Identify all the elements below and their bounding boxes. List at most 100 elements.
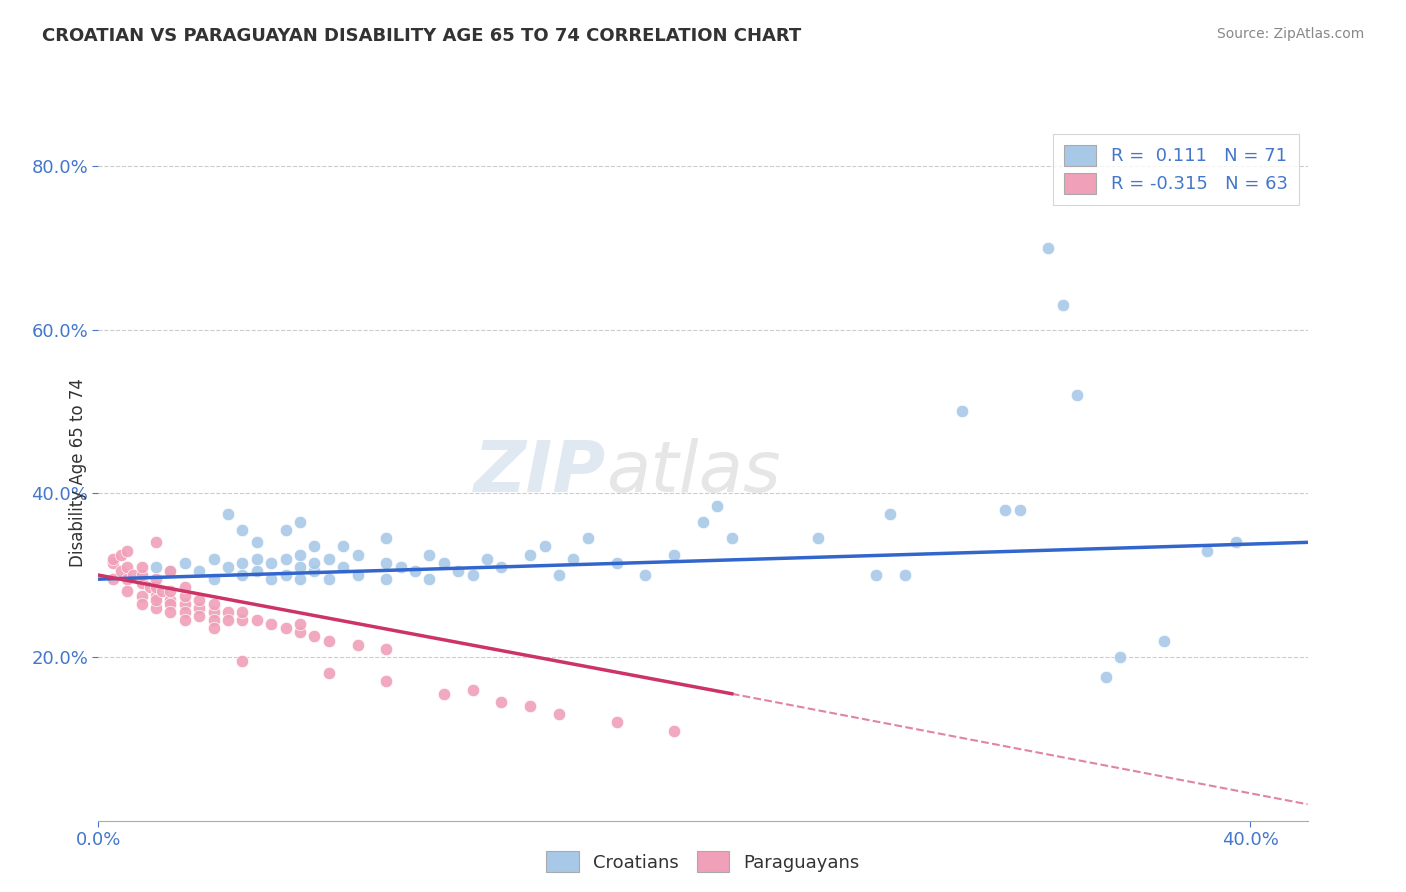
Point [246,564,269,578]
Point [332,540,354,554]
Point [375,531,398,545]
Text: CROATIAN VS PARAGUAYAN DISABILITY AGE 65 TO 74 CORRELATION CHART: CROATIAN VS PARAGUAYAN DISABILITY AGE 65… [42,27,801,45]
Text: Source: ZipAtlas.com: Source: ZipAtlas.com [1216,27,1364,41]
Point [548,568,571,582]
Point [115,543,138,558]
Point [288,625,311,640]
Point [274,621,297,635]
Point [1038,241,1060,255]
Point [202,572,225,586]
Point [304,564,326,578]
Point [562,551,585,566]
Point [202,621,225,635]
Legend: Croatians, Paraguayans: Croatians, Paraguayans [537,842,869,881]
Point [188,592,211,607]
Point [304,630,326,644]
Point [606,556,628,570]
Point [159,597,181,611]
Point [519,548,541,562]
Point [246,551,269,566]
Point [188,600,211,615]
Point [131,597,153,611]
Point [576,531,599,545]
Point [346,638,368,652]
Point [332,560,354,574]
Text: atlas: atlas [606,438,780,508]
Point [131,560,153,574]
Point [461,682,484,697]
Point [433,687,456,701]
Point [217,507,239,521]
Point [173,605,195,619]
Point [101,556,124,570]
Point [101,572,124,586]
Point [807,531,830,545]
Point [115,584,138,599]
Point [110,564,132,578]
Point [447,564,470,578]
Point [159,592,181,607]
Point [475,551,498,566]
Point [260,572,283,586]
Point [994,502,1017,516]
Point [260,617,283,632]
Point [1153,633,1175,648]
Point [274,551,297,566]
Point [150,584,173,599]
Point [217,613,239,627]
Point [318,666,340,681]
Point [131,568,153,582]
Point [145,572,167,586]
Text: ZIP: ZIP [474,438,606,508]
Point [246,613,269,627]
Point [202,605,225,619]
Point [246,535,269,549]
Point [865,568,887,582]
Point [145,600,167,615]
Point [288,560,311,574]
Point [173,597,195,611]
Point [346,548,368,562]
Point [461,568,484,582]
Point [1008,502,1031,516]
Point [548,707,571,722]
Point [145,535,167,549]
Point [879,507,901,521]
Point [274,523,297,537]
Point [159,564,181,578]
Point [318,633,340,648]
Point [418,548,440,562]
Point [318,572,340,586]
Point [893,568,915,582]
Point [115,572,138,586]
Point [491,695,513,709]
Point [202,597,225,611]
Point [519,699,541,714]
Point [375,674,398,689]
Point [404,564,426,578]
Point [110,548,132,562]
Point [692,515,714,529]
Point [202,613,225,627]
Point [288,515,311,529]
Point [274,568,297,582]
Point [664,723,686,738]
Point [491,560,513,574]
Point [145,589,167,603]
Point [231,613,253,627]
Point [217,605,239,619]
Point [634,568,657,582]
Point [260,556,283,570]
Point [159,564,181,578]
Point [389,560,412,574]
Point [145,580,167,594]
Point [231,654,253,668]
Point [188,609,211,624]
Point [950,404,973,418]
Point [375,556,398,570]
Point [346,568,368,582]
Point [159,584,181,599]
Point [173,589,195,603]
Point [173,613,195,627]
Point [139,580,162,594]
